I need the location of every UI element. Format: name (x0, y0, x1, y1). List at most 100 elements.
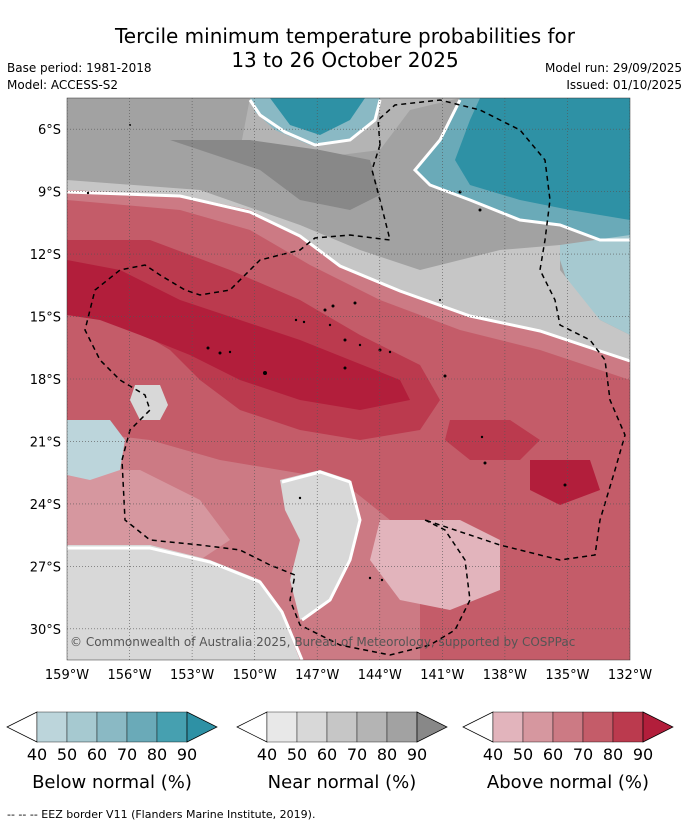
colorbar-segment (126, 711, 158, 743)
colorbar-segment (386, 711, 418, 743)
eez-border-west (84, 144, 471, 656)
lon-label: 135°W (545, 668, 589, 683)
issued-date: Issued: 01/10/2025 (566, 78, 682, 92)
colorbar-segment (156, 711, 188, 743)
colorbar-2: 40 50 60 70 80 90 Near normal (%) (236, 711, 448, 793)
lon-label: 144°W (358, 668, 402, 683)
lon-label: 141°W (420, 668, 464, 683)
meta-left: Base period: 1981-2018 Model: ACCESS-S2 (7, 60, 152, 94)
colorbar-legend: 40 50 60 70 80 90 Below normal (%) 40 50 60 70 80 90… (6, 711, 674, 793)
lon-label: 150°W (233, 668, 277, 683)
meta-right: Model run: 29/09/2025 Issued: 01/10/2025 (545, 60, 682, 94)
colorbar-title: Near normal (%) (268, 772, 417, 793)
lat-label: 24°S (30, 498, 61, 513)
above-normal-east-core (530, 460, 600, 505)
title-line-2: 13 to 26 October 2025 (231, 48, 459, 72)
below-normal-left-patch (67, 420, 125, 480)
model-name: Model: ACCESS-S2 (7, 78, 119, 92)
colorbar-right-extend (642, 711, 674, 743)
category-boundary (67, 190, 630, 363)
colorbar-tick: 50 (57, 745, 77, 764)
model-run: Model run: 29/09/2025 (544, 61, 682, 75)
category-boundary-lower (67, 546, 304, 660)
lat-label: 21°S (30, 435, 61, 450)
lat-label: 18°S (30, 373, 61, 388)
colorbar-left-extend (462, 711, 494, 743)
near-normal-dark-region (170, 140, 380, 210)
map-frame (66, 97, 631, 661)
map-area: © Commonwealth of Australia 2025, Bureau… (67, 98, 630, 660)
lat-label: 30°S (30, 623, 61, 638)
lon-label: 138°W (483, 668, 527, 683)
colorbar-tick: 60 (317, 745, 337, 764)
lon-label: 156°W (107, 668, 151, 683)
colorbar-segment (326, 711, 358, 743)
colorbar-tick: 40 (257, 745, 277, 764)
colorbar-left-extend (236, 711, 268, 743)
longitude-labels: 159°W 156°W 153°W 150°W 147°W 144°W 141°W 138°W… (45, 668, 652, 683)
above-normal-east-patch (445, 420, 540, 460)
colorbar-segment (522, 711, 554, 743)
colorbar-tick: 80 (377, 745, 397, 764)
lat-label: 12°S (30, 248, 61, 263)
colorbar-title: Above normal (%) (487, 772, 649, 793)
gridlines (67, 98, 630, 660)
colorbar-tick: 80 (603, 745, 623, 764)
map-title: Tercile minimum temperature probabilitie… (0, 24, 690, 72)
colorbar-segment (356, 711, 388, 743)
colorbar-1: 40 50 60 70 80 90 Below normal (%) (6, 711, 218, 793)
below-normal-right-core (455, 98, 630, 220)
category-boundary-centre (281, 470, 362, 622)
lon-label: 132°W (608, 668, 652, 683)
colorbar-segment (582, 711, 614, 743)
colorbar-tick: 70 (347, 745, 367, 764)
colorbar-tick: 70 (573, 745, 593, 764)
colorbar-segment (612, 711, 644, 743)
category-boundary-right (412, 99, 630, 242)
islands (86, 124, 567, 582)
colorbar-segment (296, 711, 328, 743)
colorbar-segment (96, 711, 128, 743)
lon-label: 153°W (170, 668, 214, 683)
latitude-labels: 6°S 9°S 12°S 15°S 18°S 21°S 24°S 27°S 30°S (30, 123, 61, 638)
below-normal-east-region (560, 235, 630, 335)
lon-label: 159°W (45, 668, 89, 683)
colorbar-tick: 70 (117, 745, 137, 764)
colorbar-tick: 90 (633, 745, 653, 764)
colorbar-tick: 90 (177, 745, 197, 764)
colorbar-tick: 60 (543, 745, 563, 764)
copyright-text: © Commonwealth of Australia 2025, Bureau… (70, 635, 575, 649)
colorbar-tick: 50 (513, 745, 533, 764)
category-boundary-top (248, 99, 382, 147)
colorbar-right-extend (416, 711, 448, 743)
colorbar-segment (266, 711, 298, 743)
eez-footnote: -- -- -- EEZ border V11 (Flanders Marine… (7, 808, 316, 821)
above-normal-lower-left (67, 470, 230, 560)
lat-label: 27°S (30, 560, 61, 575)
colorbar-tick: 50 (287, 745, 307, 764)
lat-label: 6°S (38, 123, 61, 138)
above-normal-core (67, 260, 410, 410)
colorbar-tick: 60 (87, 745, 107, 764)
title-line-1: Tercile minimum temperature probabilitie… (114, 24, 576, 48)
lat-label: 15°S (30, 311, 61, 326)
eez-border-east (377, 99, 626, 561)
colorbar-tick: 40 (483, 745, 503, 764)
lat-label: 9°S (38, 186, 61, 201)
base-period: Base period: 1981-2018 (7, 61, 152, 75)
colorbar-tick: 40 (27, 745, 47, 764)
colorbar-3: 40 50 60 70 80 90 Above normal (%) (462, 711, 674, 793)
colorbar-segment (552, 711, 584, 743)
colorbar-segment (492, 711, 524, 743)
colorbar-tick: 80 (147, 745, 167, 764)
colorbar-segment (66, 711, 98, 743)
colorbar-title: Below normal (%) (32, 772, 192, 793)
near-normal-left-patch (130, 385, 168, 420)
map-figure: © Commonwealth of Australia 2025, Bureau… (6, 97, 674, 793)
above-normal-lower-light (370, 520, 500, 610)
colorbar-tick: 90 (407, 745, 427, 764)
colorbar-segment (36, 711, 68, 743)
colorbar-left-extend (6, 711, 38, 743)
near-normal-lower-centre (280, 470, 360, 620)
lon-label: 147°W (295, 668, 339, 683)
